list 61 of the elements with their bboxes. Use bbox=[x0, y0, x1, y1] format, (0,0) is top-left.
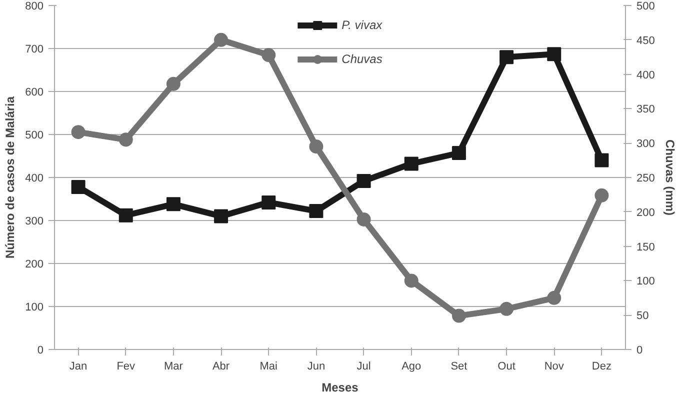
y2-tick-label: 400 bbox=[636, 69, 655, 82]
y2-tick-label: 50 bbox=[636, 310, 649, 322]
y2-tick-label: 200 bbox=[636, 206, 655, 219]
x-tick-label: Mai bbox=[260, 360, 278, 372]
point bbox=[309, 204, 324, 218]
y2-tick-label: 300 bbox=[636, 138, 655, 150]
point bbox=[118, 132, 133, 147]
point bbox=[262, 195, 276, 210]
y-axis-title: Número de casos de Malária bbox=[3, 96, 18, 259]
x-tick-label: Abr bbox=[212, 360, 230, 372]
point bbox=[594, 188, 609, 202]
x-tick-label: Nov bbox=[544, 360, 564, 372]
y-tick-label: 300 bbox=[25, 216, 44, 228]
y2-tick-label: 150 bbox=[636, 241, 655, 254]
x-tick-label: Mar bbox=[164, 360, 184, 372]
point bbox=[309, 140, 324, 154]
point bbox=[404, 156, 418, 171]
x-tick-label: Ago bbox=[402, 360, 422, 372]
y2-tick-label: 250 bbox=[636, 172, 655, 184]
point bbox=[500, 50, 514, 64]
point bbox=[118, 208, 133, 222]
y2-tick-label: 0 bbox=[636, 344, 643, 356]
y-tick-label: 200 bbox=[25, 258, 44, 270]
point bbox=[500, 302, 514, 316]
y-tick-label: 0 bbox=[37, 344, 44, 356]
y2-tick-label: 450 bbox=[636, 34, 655, 47]
point bbox=[547, 47, 562, 62]
point bbox=[214, 32, 228, 47]
point bbox=[262, 48, 276, 62]
y-tick-label: 100 bbox=[25, 302, 44, 314]
y2-tick-label: 100 bbox=[636, 276, 655, 288]
point bbox=[166, 197, 180, 212]
legend-label: Chuvas bbox=[342, 52, 382, 66]
point bbox=[356, 212, 371, 226]
y-tick-label: 600 bbox=[25, 86, 44, 98]
y2-axis-title: Chuvas (mm) bbox=[662, 139, 677, 216]
y2-tick-label: 350 bbox=[636, 104, 655, 116]
x-tick-label: Set bbox=[450, 360, 468, 372]
point bbox=[166, 76, 180, 91]
point bbox=[452, 308, 466, 323]
y-tick-label: 700 bbox=[25, 44, 44, 56]
point bbox=[547, 290, 562, 305]
point bbox=[214, 209, 228, 224]
point bbox=[452, 146, 466, 160]
point bbox=[71, 180, 86, 194]
point bbox=[71, 125, 86, 140]
x-tick-label: Jul bbox=[356, 360, 371, 372]
point bbox=[404, 274, 418, 288]
point bbox=[356, 174, 371, 188]
x-tick-label: Fev bbox=[116, 360, 136, 372]
x-axis-title: Meses bbox=[322, 380, 359, 394]
y-tick-label: 500 bbox=[25, 130, 44, 142]
y-tick-label: 800 bbox=[25, 0, 44, 12]
y-tick-label: 400 bbox=[25, 172, 44, 184]
y2-tick-label: 500 bbox=[636, 0, 655, 12]
x-tick-label: Out bbox=[498, 360, 516, 372]
x-tick-label: Dez bbox=[592, 360, 612, 372]
x-tick-label: Jan bbox=[69, 360, 88, 372]
point bbox=[594, 153, 609, 168]
legend-label: P. vivax bbox=[342, 18, 382, 32]
x-tick-label: Jun bbox=[307, 360, 326, 372]
